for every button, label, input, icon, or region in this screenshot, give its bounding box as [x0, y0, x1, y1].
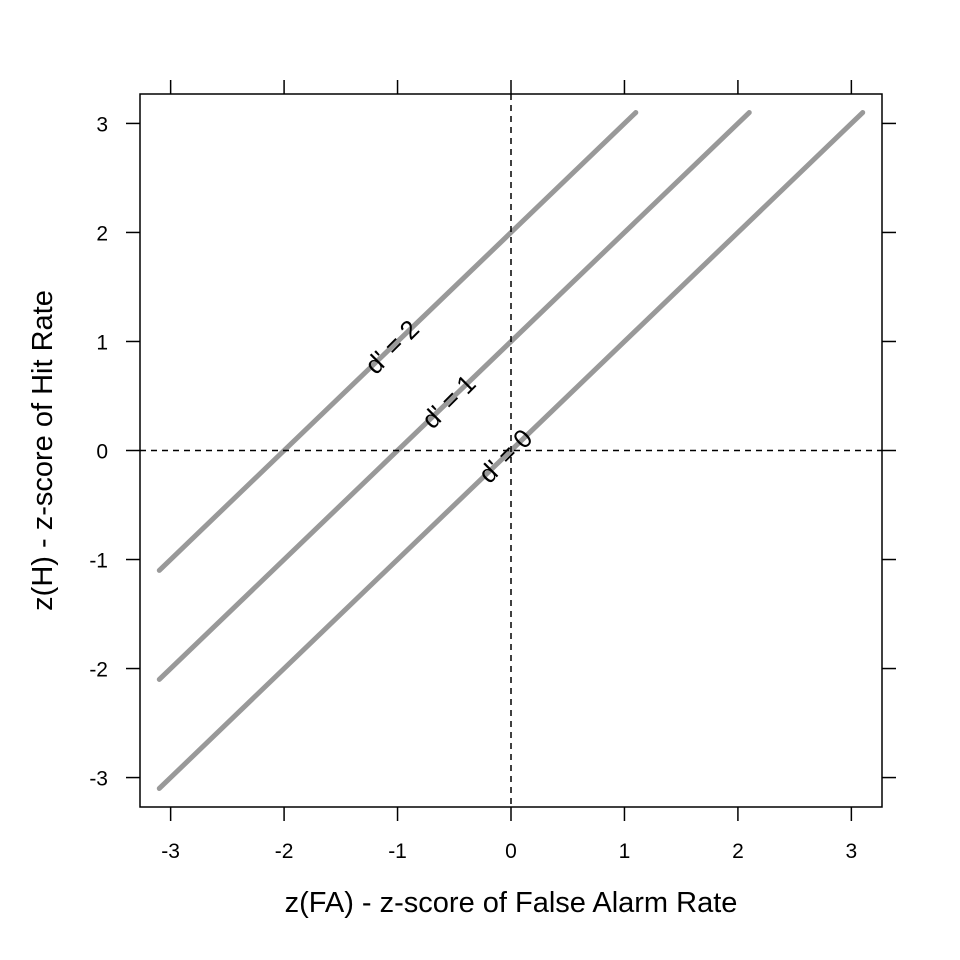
x-axis-title: z(FA) - z-score of False Alarm Rate	[285, 887, 738, 919]
y-tick-label: 0	[96, 441, 108, 464]
x-tick-label: -3	[161, 840, 180, 863]
y-tick-label: 2	[96, 222, 108, 245]
y-tick-label: 3	[96, 113, 108, 136]
axis-tick-labels: -3 -2 -1 0 1 2 3 -3 -2 -1 0 1 2 3	[89, 113, 857, 863]
axis-ticks	[126, 80, 896, 821]
y-tick-label: -1	[89, 550, 108, 573]
x-tick-label: 3	[846, 840, 858, 863]
y-tick-label: -2	[89, 659, 108, 682]
x-tick-label: 0	[505, 840, 517, 863]
x-tick-label: 2	[732, 840, 744, 863]
y-tick-label: 1	[96, 331, 108, 354]
reference-lines	[140, 94, 882, 807]
series-line-0	[156, 110, 639, 573]
y-tick-label: -3	[89, 768, 108, 791]
y-axis-title: z(H) - z-score of Hit Rate	[27, 290, 59, 611]
series-line-1	[156, 110, 752, 682]
x-tick-label: -2	[275, 840, 294, 863]
x-tick-label: 1	[619, 840, 631, 863]
x-tick-label: -1	[388, 840, 407, 863]
